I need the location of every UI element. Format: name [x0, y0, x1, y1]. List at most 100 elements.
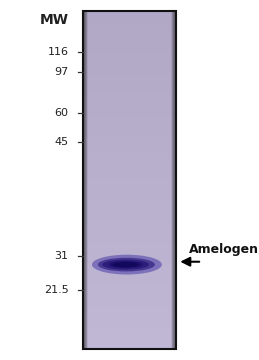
Bar: [83, 310, 176, 312]
Bar: [83, 130, 176, 131]
Bar: [83, 87, 176, 89]
Bar: [174, 11, 176, 349]
Bar: [83, 93, 176, 94]
Bar: [83, 279, 176, 280]
Bar: [83, 259, 176, 261]
Bar: [173, 11, 176, 349]
Text: 97: 97: [54, 67, 69, 77]
Bar: [83, 125, 176, 127]
Bar: [83, 213, 176, 215]
Bar: [83, 73, 176, 75]
Bar: [83, 201, 176, 203]
Bar: [83, 293, 176, 295]
Bar: [83, 249, 176, 251]
Bar: [173, 11, 176, 349]
Bar: [83, 214, 176, 216]
Bar: [83, 276, 176, 278]
Bar: [83, 233, 176, 235]
Bar: [173, 11, 176, 349]
Bar: [83, 171, 176, 173]
Bar: [83, 180, 176, 182]
Bar: [83, 344, 176, 346]
Bar: [83, 11, 84, 349]
Bar: [83, 297, 176, 298]
Bar: [83, 11, 86, 349]
Bar: [172, 11, 176, 349]
Bar: [83, 120, 176, 121]
Bar: [83, 58, 176, 59]
Bar: [83, 197, 176, 199]
Bar: [83, 192, 176, 194]
Bar: [83, 275, 176, 277]
Bar: [83, 278, 176, 279]
Bar: [83, 143, 176, 145]
Bar: [83, 11, 88, 349]
Bar: [83, 225, 176, 228]
Bar: [83, 131, 176, 132]
Text: 45: 45: [54, 137, 69, 147]
Ellipse shape: [98, 258, 155, 271]
Bar: [83, 129, 176, 130]
Bar: [83, 77, 176, 78]
Bar: [83, 63, 176, 65]
Bar: [83, 301, 176, 303]
Bar: [83, 330, 176, 332]
Bar: [83, 334, 176, 336]
Bar: [83, 11, 85, 349]
Bar: [175, 11, 176, 349]
Bar: [83, 149, 176, 151]
Text: 21.5: 21.5: [44, 285, 69, 295]
Bar: [83, 346, 176, 348]
Bar: [83, 34, 176, 36]
Bar: [83, 90, 176, 92]
Bar: [83, 317, 176, 319]
Bar: [83, 273, 176, 275]
Bar: [83, 316, 176, 318]
Bar: [83, 247, 176, 249]
Bar: [83, 176, 176, 178]
Bar: [83, 21, 176, 23]
Bar: [83, 152, 176, 154]
Bar: [83, 189, 176, 191]
Bar: [83, 35, 176, 37]
Bar: [83, 332, 176, 333]
Bar: [83, 11, 85, 349]
Bar: [83, 46, 176, 48]
Bar: [83, 290, 176, 292]
Bar: [83, 309, 176, 311]
Bar: [83, 142, 176, 144]
Bar: [83, 345, 176, 347]
Bar: [83, 218, 176, 220]
Bar: [83, 254, 176, 256]
Bar: [83, 76, 176, 77]
Bar: [83, 230, 176, 232]
Bar: [83, 267, 176, 269]
Bar: [83, 66, 176, 67]
Bar: [83, 228, 176, 230]
Ellipse shape: [102, 260, 149, 270]
Bar: [83, 102, 176, 103]
Bar: [83, 95, 176, 96]
Bar: [83, 10, 176, 12]
Ellipse shape: [113, 262, 139, 267]
Bar: [83, 55, 176, 57]
Bar: [83, 265, 176, 267]
Bar: [83, 338, 176, 340]
Bar: [83, 11, 84, 349]
Bar: [83, 106, 176, 108]
Bar: [83, 53, 176, 55]
Bar: [83, 208, 176, 211]
Bar: [83, 78, 176, 80]
Bar: [83, 203, 176, 205]
Bar: [83, 15, 176, 17]
Bar: [83, 11, 86, 349]
Bar: [83, 288, 176, 289]
Bar: [83, 85, 176, 86]
Bar: [83, 132, 176, 134]
Bar: [83, 343, 176, 345]
Bar: [83, 104, 176, 105]
Bar: [83, 25, 176, 27]
Bar: [83, 98, 176, 100]
Bar: [83, 205, 176, 207]
Bar: [83, 41, 176, 42]
